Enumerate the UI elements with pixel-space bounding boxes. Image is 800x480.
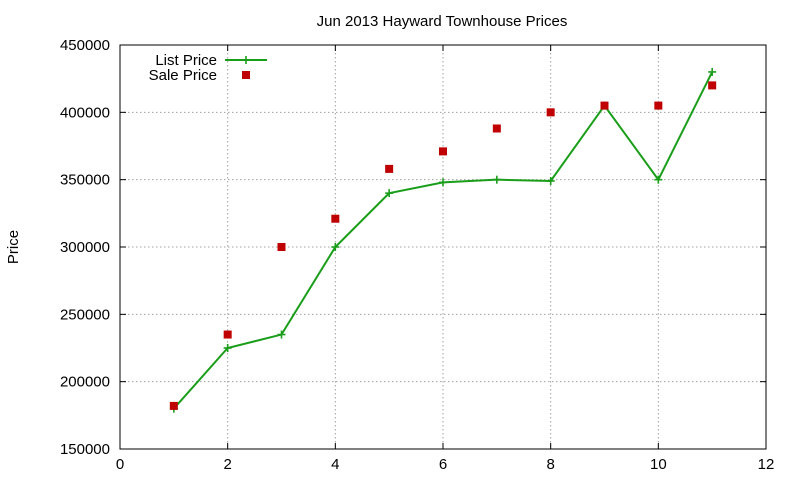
list-price-point: [546, 177, 555, 186]
axis-ticks: 150000 200000 250000 300000 350000 400000 4500…: [60, 37, 774, 473]
list-price-point: [439, 178, 447, 187]
legend-swatch-sale-price: [242, 71, 250, 79]
list-price-point: [654, 175, 663, 184]
plot-frame: [119, 44, 767, 450]
sale-price-point: [439, 147, 447, 156]
list-price-point: [492, 175, 501, 184]
x-tick-label: 12: [758, 456, 775, 473]
y-tick-label: 450000: [60, 37, 110, 54]
x-tick-label: 0: [116, 456, 124, 473]
sale-price-point: [546, 108, 555, 117]
legend-marker-list-price: [242, 56, 250, 64]
list-price-point: [385, 189, 394, 198]
sale-price-point: [331, 214, 340, 223]
list-price-point: [223, 344, 232, 352]
y-tick-label: 150000: [60, 441, 110, 458]
sale-price-point: [708, 81, 717, 90]
y-tick-label: 300000: [60, 239, 110, 256]
sale-price-point: [277, 243, 286, 251]
x-tick-label: 6: [439, 456, 447, 473]
sale-price-point: [492, 124, 501, 133]
x-tick-label: 2: [223, 456, 231, 473]
list-price-point: [708, 67, 717, 76]
x-tick-label: 8: [546, 456, 554, 473]
y-tick-label: 350000: [60, 172, 110, 189]
y-axis-label: Price: [5, 230, 22, 264]
series-layer: [169, 67, 717, 413]
list-price-series: [169, 67, 717, 413]
legend-label-list-price: List Price: [155, 52, 217, 69]
list-price-point: [277, 330, 286, 339]
sale-price-point: [654, 101, 663, 110]
chart-title: Jun 2013 Hayward Townhouse Prices: [317, 13, 568, 30]
sale-price-series: [169, 81, 717, 410]
grid-lines: [120, 45, 766, 449]
sale-price-point: [600, 101, 609, 110]
x-tick-label: 10: [650, 456, 667, 473]
legend-label-sale-price: Sale Price: [149, 67, 217, 84]
y-tick-label: 200000: [60, 374, 110, 391]
x-tick-label: 4: [331, 456, 339, 473]
list-price-point: [331, 243, 340, 251]
y-tick-label: 400000: [60, 104, 110, 121]
y-tick-label: 250000: [60, 306, 110, 323]
sale-price-point: [223, 330, 232, 339]
sale-price-point: [385, 164, 394, 173]
sale-price-point: [169, 401, 178, 410]
